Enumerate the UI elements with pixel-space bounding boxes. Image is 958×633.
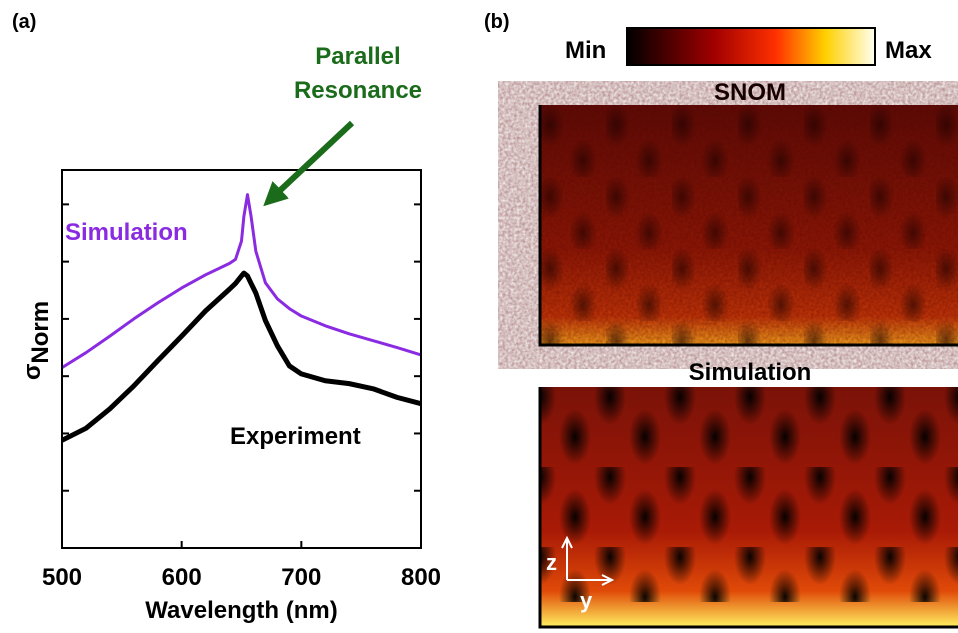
data-line: [62, 273, 421, 440]
series-label: Simulation: [65, 219, 188, 246]
simulation-map: z y: [540, 387, 958, 627]
panel-title: SNOM: [714, 79, 786, 106]
x-tick-label: 800: [401, 564, 441, 591]
line-plot: Simulation Experiment 500 600 700 800 Waveleng…: [19, 43, 441, 624]
x-tick-label: 600: [162, 564, 202, 591]
colorbar-bar: [627, 28, 875, 65]
snom-map: [540, 105, 958, 345]
y-axis-label: σNorm: [19, 301, 54, 380]
colorbar-min: Min: [565, 37, 606, 64]
colorbar-max: Max: [885, 37, 932, 64]
y-axis-symbol: σ: [19, 364, 46, 380]
panel-title: Simulation: [689, 359, 812, 386]
axis-label: z: [546, 550, 557, 575]
figure: (a) (b) Simulation Experiment 500 600 700 800…: [0, 0, 958, 633]
y-axis-subscript: Norm: [27, 301, 54, 364]
x-tick-label: 500: [42, 564, 82, 591]
axis-label: y: [580, 588, 593, 613]
panel-label: (a): [12, 11, 36, 33]
annotation-arrow: [272, 123, 352, 198]
x-tick-label: 700: [281, 564, 321, 591]
annotation: Resonance: [294, 77, 422, 104]
series-label: Experiment: [230, 423, 361, 450]
annotation: Parallel: [315, 43, 400, 70]
panel-label: (b): [484, 11, 510, 33]
colorbar: Min Max: [565, 28, 932, 65]
x-axis-label: Wavelength (nm): [145, 597, 337, 624]
